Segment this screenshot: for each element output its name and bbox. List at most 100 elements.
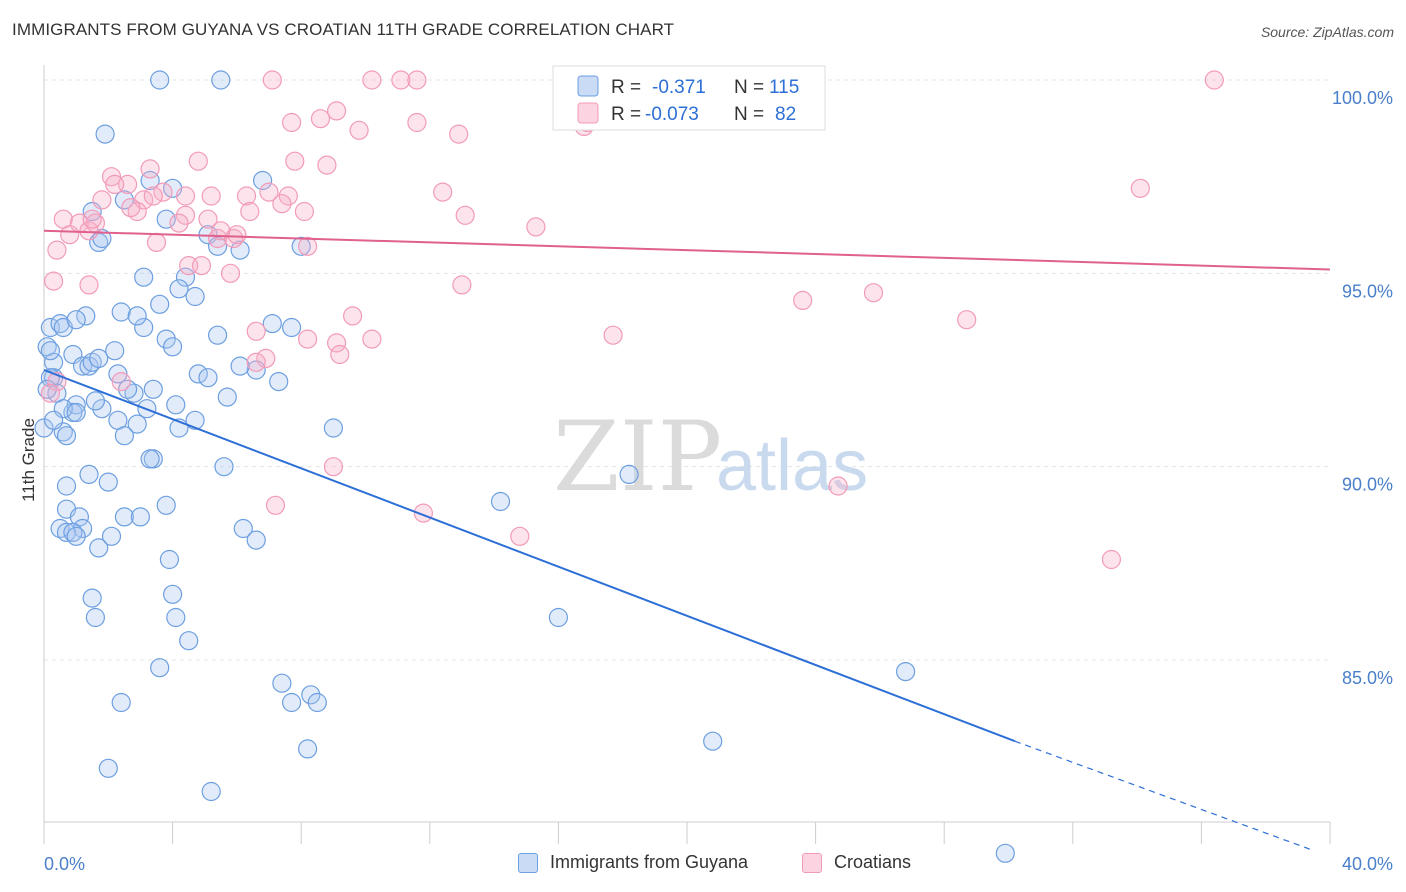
point-guyana-37 — [89, 348, 109, 368]
point-guyana-111 — [230, 356, 250, 376]
point-guyana-99 — [703, 731, 723, 751]
point-guyana-67 — [98, 472, 118, 492]
point-croatians-22 — [201, 186, 221, 206]
point-guyana-17 — [111, 302, 131, 322]
point-guyana-2 — [95, 124, 115, 144]
watermark-atlas: atlas — [716, 426, 868, 506]
point-guyana-55 — [185, 410, 205, 430]
point-guyana-98 — [298, 739, 318, 759]
point-guyana-100 — [98, 758, 118, 778]
point-guyana-75 — [56, 522, 77, 543]
point-croatians-79 — [227, 225, 247, 245]
point-guyana-66 — [56, 476, 77, 496]
point-croatians-57 — [343, 306, 363, 326]
point-croatians-27 — [433, 182, 453, 202]
watermark: ZIP atlas — [553, 401, 868, 513]
point-croatians-9 — [407, 112, 427, 133]
point-croatians-5 — [1204, 70, 1224, 90]
point-croatians-3 — [407, 70, 427, 90]
legend-n-label-croatians: N = — [734, 104, 764, 125]
point-guyana-52 — [66, 402, 86, 423]
point-guyana-110 — [217, 387, 237, 407]
point-croatians-30 — [240, 201, 260, 222]
point-guyana-84 — [619, 464, 639, 484]
trend-line-croatians — [43, 229, 1331, 271]
point-guyana-0 — [150, 70, 170, 90]
point-croatians-77 — [121, 198, 141, 218]
point-croatians-47 — [47, 240, 67, 260]
point-croatians-76 — [105, 174, 125, 194]
point-guyana-29 — [163, 337, 183, 357]
point-croatians-72 — [510, 526, 530, 546]
point-croatians-56 — [957, 310, 977, 330]
point-guyana-59 — [56, 426, 77, 446]
point-guyana-68 — [156, 495, 176, 515]
point-croatians-73 — [828, 476, 848, 496]
point-guyana-89 — [548, 607, 569, 628]
point-guyana-90 — [179, 631, 199, 651]
legend-n-value-croatians: 82 — [775, 104, 796, 125]
point-croatians-33 — [198, 209, 218, 229]
point-croatians-45 — [298, 236, 318, 256]
trend-line-extension-guyana — [1014, 740, 1311, 851]
point-croatians-6 — [327, 101, 347, 121]
point-croatians-53 — [452, 275, 472, 295]
point-guyana-95 — [282, 692, 302, 713]
point-guyana-56 — [127, 414, 147, 434]
point-guyana-105 — [40, 341, 61, 361]
legend-label-guyana: Immigrants from Guyana — [550, 852, 749, 872]
point-guyana-4 — [253, 170, 273, 191]
point-guyana-86 — [82, 588, 102, 608]
point-croatians-21 — [175, 186, 196, 206]
legend-swatch-croatians-bottom — [802, 852, 822, 873]
point-croatians-1 — [362, 70, 382, 90]
point-guyana-63 — [140, 449, 160, 469]
point-croatians-61 — [362, 329, 382, 349]
point-croatians-18 — [101, 167, 122, 187]
point-croatians-39 — [169, 213, 189, 233]
point-guyana-18 — [76, 306, 96, 326]
point-guyana-88 — [166, 607, 186, 628]
source-label: Source: ZipAtlas.com — [1260, 24, 1394, 40]
point-guyana-31 — [43, 352, 64, 372]
point-croatians-54 — [793, 290, 813, 310]
point-croatians-16 — [317, 155, 337, 175]
point-guyana-14 — [291, 236, 311, 256]
point-guyana-60 — [114, 426, 135, 446]
point-croatians-10 — [349, 120, 369, 140]
point-guyana-97 — [895, 661, 916, 682]
point-croatians-55 — [863, 283, 884, 303]
point-guyana-12 — [208, 236, 228, 256]
point-guyana-64 — [214, 457, 234, 477]
point-guyana-82 — [159, 549, 179, 570]
point-croatians-68 — [40, 383, 61, 403]
point-croatians-51 — [79, 275, 99, 295]
point-croatians-64 — [246, 352, 266, 372]
point-croatians-7 — [310, 109, 331, 129]
data-points — [34, 70, 1224, 863]
point-guyana-28 — [282, 317, 302, 338]
point-croatians-49 — [191, 256, 212, 276]
legend-r-label-croatians: R = — [611, 104, 641, 125]
y-axis-label: 11th Grade — [19, 418, 38, 502]
legend-label-croatians: Croatians — [834, 852, 912, 872]
point-guyana-92 — [272, 673, 292, 693]
point-croatians-20 — [153, 182, 173, 202]
point-croatians-69 — [265, 495, 286, 515]
y-tick-label-1: 95.0% — [1342, 281, 1393, 301]
point-guyana-83 — [490, 491, 511, 512]
point-croatians-44 — [146, 232, 167, 252]
point-guyana-41 — [188, 364, 208, 384]
point-guyana-19 — [150, 294, 170, 314]
point-guyana-42 — [198, 368, 218, 388]
point-guyana-15 — [134, 267, 154, 287]
point-guyana-20 — [169, 279, 189, 299]
legend-n-label-guyana: N = — [734, 77, 764, 98]
point-guyana-106 — [43, 410, 64, 430]
point-croatians-50 — [220, 263, 241, 283]
point-croatians-23 — [236, 186, 257, 206]
point-guyana-38 — [105, 341, 125, 361]
point-croatians-65 — [330, 344, 350, 365]
point-guyana-74 — [72, 518, 93, 539]
